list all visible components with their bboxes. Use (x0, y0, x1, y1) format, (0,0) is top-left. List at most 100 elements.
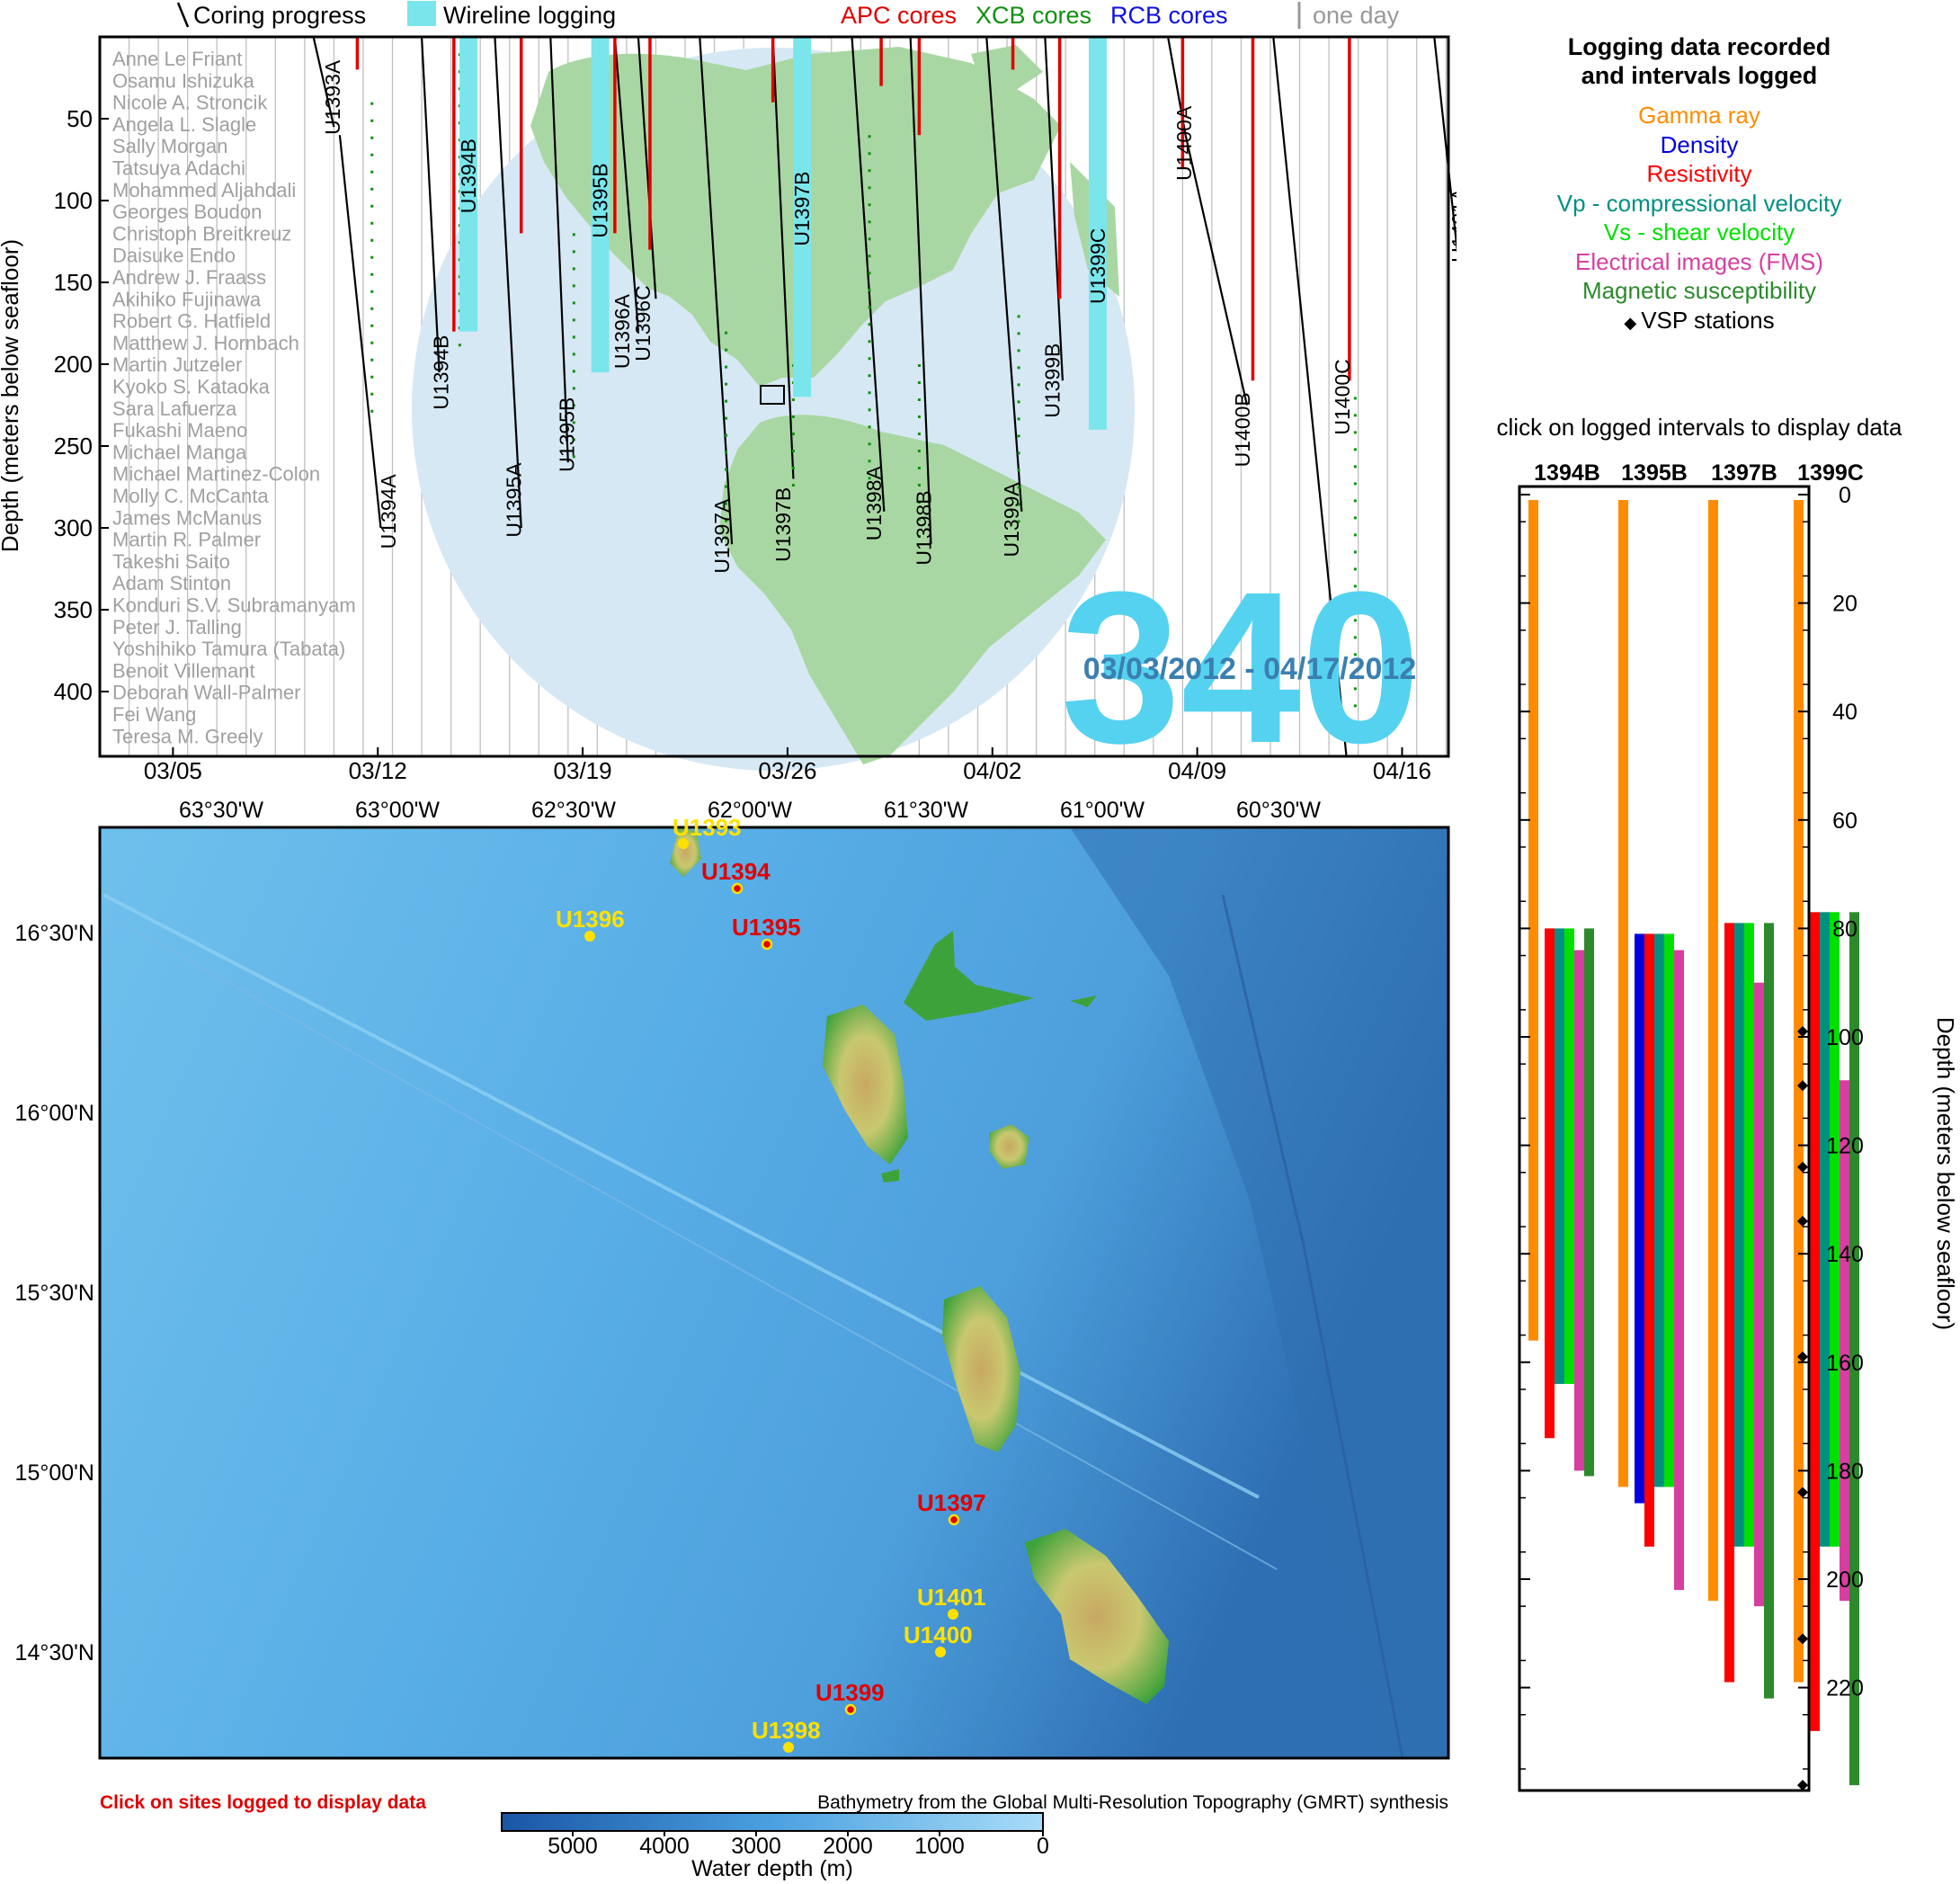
scientist-name: Adam Stinton (112, 572, 231, 594)
coring-progress-line (909, 36, 932, 545)
interval-bar-vp-compressional-velocity-1397b[interactable] (1734, 923, 1744, 1547)
vsp-station-marker (1797, 1025, 1808, 1037)
site-u1394[interactable]: U1394 (701, 858, 771, 895)
interval-bar-magnetic-susceptibility-1397b[interactable] (1764, 923, 1774, 1699)
interval-bar-density-1395b[interactable] (1635, 933, 1644, 1504)
interval-bar-vs-shear-velocity-1397b[interactable] (1744, 923, 1754, 1547)
scientist-name: Yoshihiko Tamura (Tabata) (112, 638, 345, 660)
interval-bar-resistivity-1395b[interactable] (1644, 933, 1654, 1547)
site-marker-logged[interactable] (761, 938, 773, 951)
interval-bar-electrical-images-fms-1394b[interactable] (1574, 950, 1584, 1471)
timeline-x-tick-label: 03/05 (144, 757, 202, 784)
hole-label: U1400A (1172, 105, 1196, 181)
site-label[interactable]: U1397 (917, 1489, 986, 1516)
site-marker-logged[interactable] (844, 1703, 857, 1716)
interval-bar-gamma-ray-1394b[interactable] (1528, 500, 1538, 1341)
interval-bar-magnetic-susceptibility-1399c[interactable] (1849, 912, 1859, 1786)
interval-bar-vs-shear-velocity-1395b[interactable] (1664, 933, 1674, 1487)
interval-bar-vs-shear-velocity-1399c[interactable] (1830, 912, 1840, 1547)
site-u1397[interactable]: U1397 (917, 1489, 986, 1526)
interval-y-tick-label: 120 (1826, 1134, 1864, 1159)
interval-y-tick-label: 140 (1826, 1242, 1864, 1267)
site-marker-logged[interactable] (731, 882, 744, 895)
interval-category-label: 1397B (1711, 460, 1777, 486)
interval-category-label: 1394B (1534, 460, 1600, 486)
interval-bar-gamma-ray-1397b[interactable] (1708, 500, 1718, 1602)
wireline-logging-bar (1088, 37, 1107, 430)
timeline-y-tick-label: 350 (54, 596, 93, 623)
interval-bar-resistivity-1394b[interactable] (1545, 928, 1555, 1439)
longitude-label: 63°30'W (179, 798, 263, 823)
site-label[interactable]: U1395 (732, 914, 801, 941)
colorbar-label: Water depth (m) (691, 1856, 853, 1881)
interval-y-tick-label: 80 (1832, 916, 1858, 942)
island-dominica (942, 1286, 1020, 1452)
interval-bar-gamma-ray-1399c[interactable] (1794, 500, 1804, 1683)
wireline-logging-bars (459, 37, 1107, 430)
interval-bar-electrical-images-fms-1399c[interactable] (1840, 1080, 1849, 1602)
interval-bar-resistivity-1397b[interactable] (1724, 923, 1734, 1683)
legend-item-label: Electrical images (FMS) (1575, 247, 1823, 275)
coring-progress-line (985, 36, 1023, 512)
colorbar-tick-label: 4000 (639, 1834, 690, 1859)
legend-item-label: Resistivity (1646, 160, 1752, 187)
vsp-station-marker (1797, 1161, 1808, 1173)
interval-bar-electrical-images-fms-1395b[interactable] (1674, 950, 1684, 1591)
scientist-name: Takeshi Saito (112, 550, 230, 573)
scientist-name: Sally Morgan (112, 135, 227, 157)
interval-bar-vp-compressional-velocity-1399c[interactable] (1820, 912, 1830, 1547)
interval-bar-resistivity-1399c[interactable] (1810, 912, 1820, 1731)
island-les-saintes (881, 1169, 899, 1183)
colorbar-tick-label: 2000 (823, 1834, 873, 1859)
site-label: U1393 (673, 814, 742, 841)
legend-item-resistivity: Resistivity (1492, 159, 1906, 189)
xcb-legend: XCB cores (976, 2, 1091, 29)
timeline-y-tick-label: 50 (67, 105, 93, 132)
island-martinique (1025, 1529, 1169, 1704)
legend-item-label: VSP stations (1641, 306, 1775, 334)
timeline-x-tick-label: 03/12 (349, 757, 407, 784)
site-marker (783, 1742, 794, 1753)
vsp-station-marker (1797, 1780, 1808, 1791)
site-u1399[interactable]: U1399 (815, 1679, 885, 1716)
hole-label: U1396A (610, 293, 634, 369)
bathymetry-map[interactable] (98, 826, 1450, 1760)
interval-bar-vp-compressional-velocity-1395b[interactable] (1654, 933, 1664, 1487)
legend-item-magnetic-susceptibility: Magnetic susceptibility (1492, 276, 1906, 306)
timeline-x-tick-label: 04/09 (1168, 757, 1226, 784)
scientist-name: Peter J. Talling (112, 616, 242, 638)
interval-bar-gamma-ray-1395b[interactable] (1618, 500, 1628, 1487)
scientist-name: Anne Le Friant (112, 48, 242, 70)
site-label[interactable]: U1394 (701, 858, 771, 885)
timeline-y-tick-label: 100 (54, 187, 93, 214)
legend-item-label: Density (1660, 130, 1739, 158)
site-u1401: U1401 (917, 1584, 986, 1620)
coring-progress-lines (312, 36, 1457, 757)
site-label[interactable]: U1399 (815, 1679, 885, 1706)
wireline-legend: Wireline logging (443, 2, 616, 29)
scientist-name: James McManus (112, 506, 262, 529)
longitude-label: 62°00'W (708, 798, 792, 823)
rcb-legend: RCB cores (1110, 2, 1228, 29)
colorbar-tick-label: 1000 (914, 1834, 965, 1859)
scientist-name: Sara Lafuerza (112, 397, 237, 420)
expedition-dates: 03/03/2012 - 04/17/2012 (1083, 652, 1417, 686)
coring-progress-legend: Coring progress (193, 2, 366, 29)
interval-bar-electrical-images-fms-1397b[interactable] (1754, 982, 1764, 1607)
interval-bar-magnetic-susceptibility-1394b[interactable] (1584, 928, 1594, 1477)
interval-category-label: 1399C (1797, 460, 1864, 486)
hole-label: U1394A (377, 474, 400, 549)
interval-bar-vs-shear-velocity-1394b[interactable] (1564, 928, 1574, 1384)
site-u1395[interactable]: U1395 (732, 914, 801, 951)
logging-legend: Logging data recorded and intervals logg… (1492, 32, 1906, 337)
wireline-hole-label: U1395B (589, 163, 612, 237)
timeline-y-tick-label: 400 (54, 678, 93, 705)
interval-bar-vp-compressional-velocity-1394b[interactable] (1555, 928, 1564, 1384)
site-marker-logged[interactable] (948, 1513, 960, 1526)
wireline-legend-swatch (407, 1, 436, 26)
legend-item-electrical-images-fms: Electrical images (FMS) (1492, 247, 1906, 277)
legend-item-density: Density (1492, 130, 1906, 160)
coring-progress-line (851, 36, 886, 512)
legend-item-vs-shear-velocity: Vs - shear velocity (1492, 218, 1906, 247)
